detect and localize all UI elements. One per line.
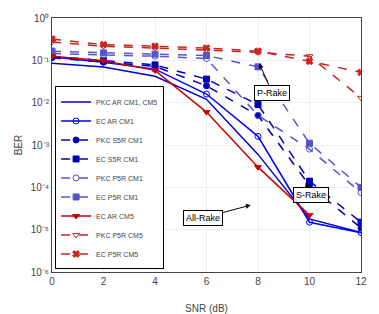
svg-text:8: 8 [255,276,261,287]
svg-text:6: 6 [204,276,210,287]
svg-text:12: 12 [355,276,367,287]
svg-text:BER: BER [13,135,24,156]
svg-text:10⁻³: 10⁻³ [32,140,50,151]
svg-text:10⁻⁵: 10⁻⁵ [31,224,49,235]
svg-text:PKC AR CM1, CM5: PKC AR CM1, CM5 [96,99,157,106]
svg-text:2: 2 [101,276,107,287]
svg-text:10⁻²: 10⁻² [32,97,50,108]
svg-text:10⁻¹: 10⁻¹ [32,55,50,66]
svg-text:10⁻⁶: 10⁻⁶ [31,267,49,278]
svg-text:EC AR CM1: EC AR CM1 [96,118,134,125]
svg-text:S-Rake: S-Rake [296,190,326,200]
svg-text:EC P5R CM1: EC P5R CM1 [96,194,138,201]
svg-text:PKC S5R CM1: PKC S5R CM1 [96,137,143,144]
svg-text:PKC P5R CM5: PKC P5R CM5 [96,232,143,239]
svg-text:PKC P5R CM1: PKC P5R CM1 [96,175,143,182]
svg-text:10: 10 [304,276,316,287]
svg-text:EC AR CM5: EC AR CM5 [96,213,134,220]
svg-text:4: 4 [152,276,158,287]
svg-text:P-Rake: P-Rake [257,88,287,98]
svg-text:EC S5R CM1: EC S5R CM1 [96,156,138,163]
svg-text:0: 0 [49,276,55,287]
svg-text:EC P5R CM5: EC P5R CM5 [96,251,138,258]
svg-text:10⁰: 10⁰ [34,13,49,24]
svg-text:10⁻⁴: 10⁻⁴ [31,182,49,193]
svg-text:All-Rake: All-Rake [186,213,220,223]
svg-text:SNR (dB): SNR (dB) [185,303,228,314]
